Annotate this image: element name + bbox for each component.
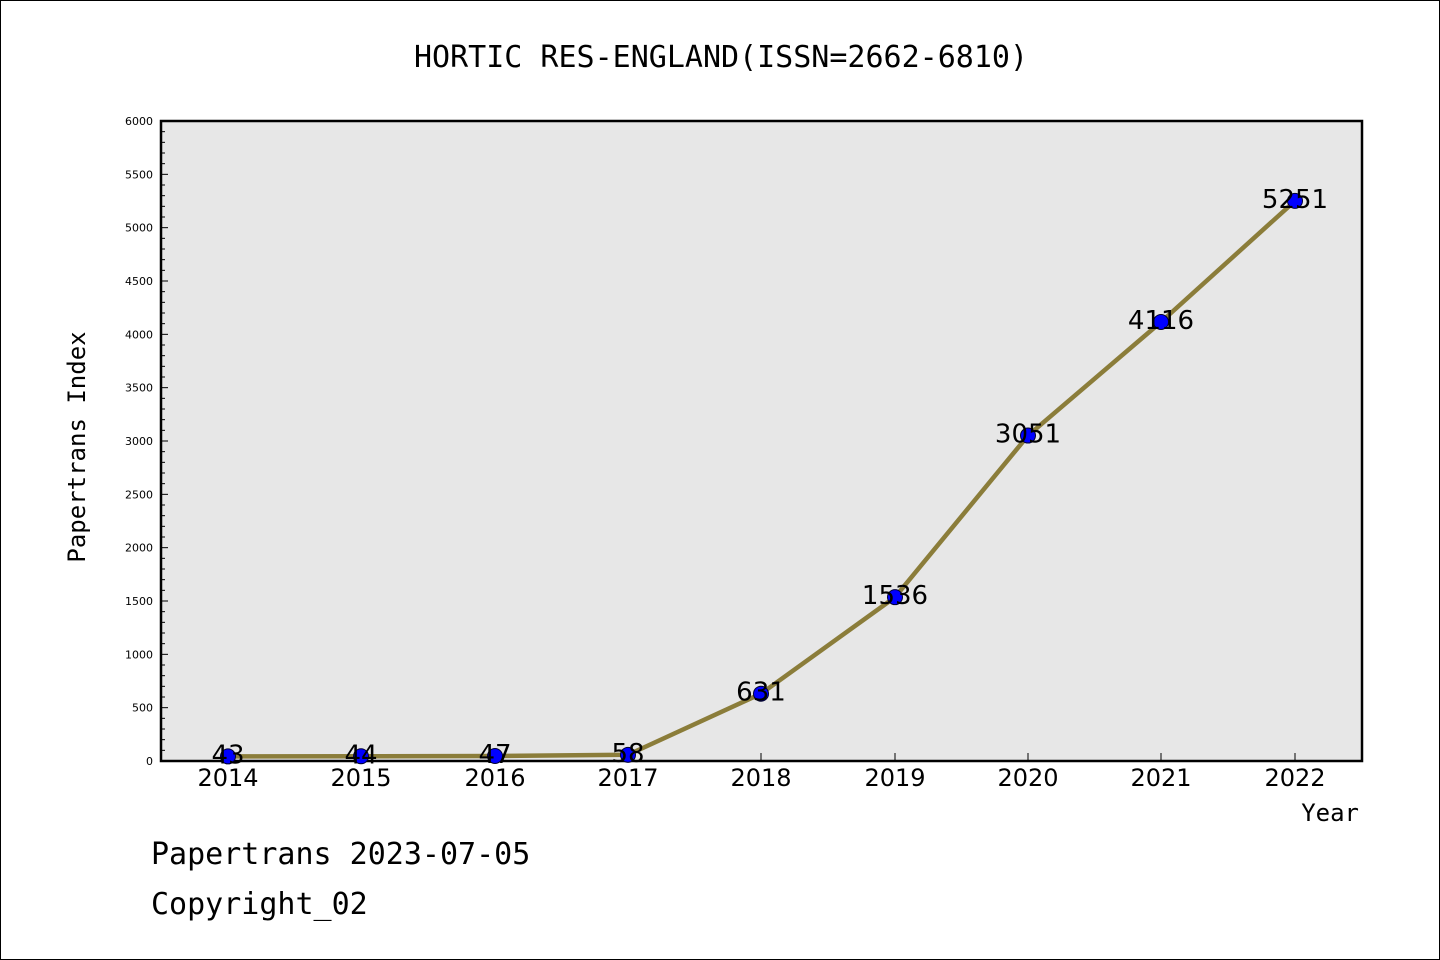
data-point [753,685,769,702]
plot-area [159,119,1364,763]
series-papertrans-index [220,192,1303,765]
x-tick-label: 2015 [330,764,391,792]
data-point [220,748,236,765]
y-axis-label: Papertrans Index [63,331,91,562]
y-tick-label: 0 [146,755,153,768]
y-tick-label: 4500 [125,275,153,288]
data-point [887,589,903,606]
x-tick-label: 2014 [197,764,258,792]
data-label: 1536 [862,581,928,611]
x-axis: 2014 2015 2016 2017 2018 2019 2020 2021 2022 [197,753,1326,792]
footer-date: Papertrans 2023-07-05 [151,837,531,872]
data-label: 47 [478,740,511,770]
data-label: 631 [736,678,786,708]
x-tick-label: 2016 [464,764,525,792]
y-tick-label: 1500 [125,595,153,608]
data-point [487,747,503,764]
data-point [620,746,636,763]
data-label: 5251 [1262,185,1328,215]
y-axis: 0 500 1000 1500 2000 2500 3000 3500 4000 4500 5000… [125,115,168,768]
x-tick-label: 2018 [730,764,791,792]
data-label: 43 [211,740,244,770]
data-point [353,748,369,765]
x-axis-label: Year [1301,799,1359,827]
data-point [1020,427,1036,444]
y-tick-label: 6000 [125,115,153,128]
y-tick-label: 4000 [125,328,153,341]
chart-title: HORTIC RES-ENGLAND(ISSN=2662-6810) [414,40,1028,75]
x-tick-label: 2019 [864,764,925,792]
x-tick-label: 2021 [1130,764,1191,792]
data-label: 3051 [995,420,1061,450]
data-point [1153,313,1169,330]
footer-copyright: Copyright_02 [151,887,368,922]
data-label: 4116 [1128,306,1194,336]
data-labels: 43 44 47 58 631 1536 3051 4116 5251 [211,185,1328,771]
x-tick-label: 2020 [997,764,1058,792]
x-tick-label: 2017 [597,764,658,792]
data-label: 44 [344,740,377,770]
y-tick-label: 3000 [125,435,153,448]
y-tick-label: 500 [132,702,153,715]
y-tick-label: 5000 [125,222,153,235]
x-tick-label: 2022 [1264,764,1325,792]
data-label: 58 [611,739,644,769]
y-tick-label: 2000 [125,542,153,555]
y-tick-label: 3500 [125,382,153,395]
data-point [1287,192,1303,209]
y-tick-label: 2500 [125,488,153,501]
y-tick-label: 1000 [125,648,153,661]
y-tick-label: 5500 [125,168,153,181]
